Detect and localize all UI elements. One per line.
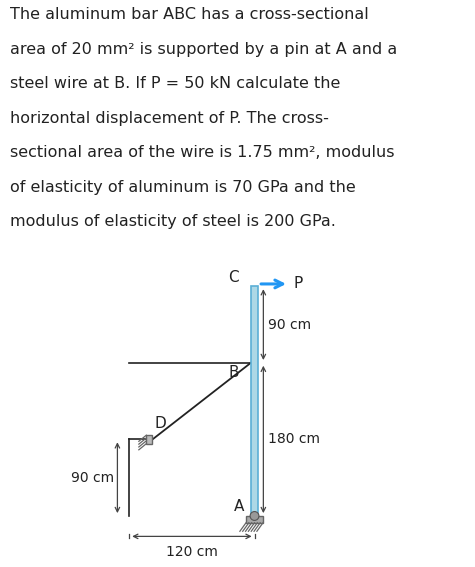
Text: A: A — [234, 500, 245, 514]
Text: steel wire at B. If P = 50 kN calculate the: steel wire at B. If P = 50 kN calculate … — [10, 76, 340, 91]
Text: horizontal displacement of P. The cross-: horizontal displacement of P. The cross- — [10, 111, 328, 126]
Text: modulus of elasticity of steel is 200 GPa.: modulus of elasticity of steel is 200 GP… — [10, 214, 335, 229]
Text: 90 cm: 90 cm — [71, 471, 114, 485]
Bar — [251, 286, 258, 516]
Bar — [146, 435, 152, 443]
Text: D: D — [154, 416, 166, 431]
Text: 120 cm: 120 cm — [166, 545, 218, 559]
Text: C: C — [228, 270, 239, 285]
Text: B: B — [228, 365, 239, 379]
Text: 180 cm: 180 cm — [268, 433, 321, 446]
Text: of elasticity of aluminum is 70 GPa and the: of elasticity of aluminum is 70 GPa and … — [10, 180, 355, 195]
Circle shape — [250, 511, 259, 521]
Text: area of 20 mm² is supported by a pin at A and a: area of 20 mm² is supported by a pin at … — [10, 42, 397, 57]
Text: The aluminum bar ABC has a cross-sectional: The aluminum bar ABC has a cross-section… — [10, 7, 368, 22]
Text: P: P — [294, 277, 303, 291]
Text: 90 cm: 90 cm — [268, 318, 312, 332]
Text: sectional area of the wire is 1.75 mm², modulus: sectional area of the wire is 1.75 mm², … — [10, 145, 394, 160]
Bar — [246, 516, 263, 523]
